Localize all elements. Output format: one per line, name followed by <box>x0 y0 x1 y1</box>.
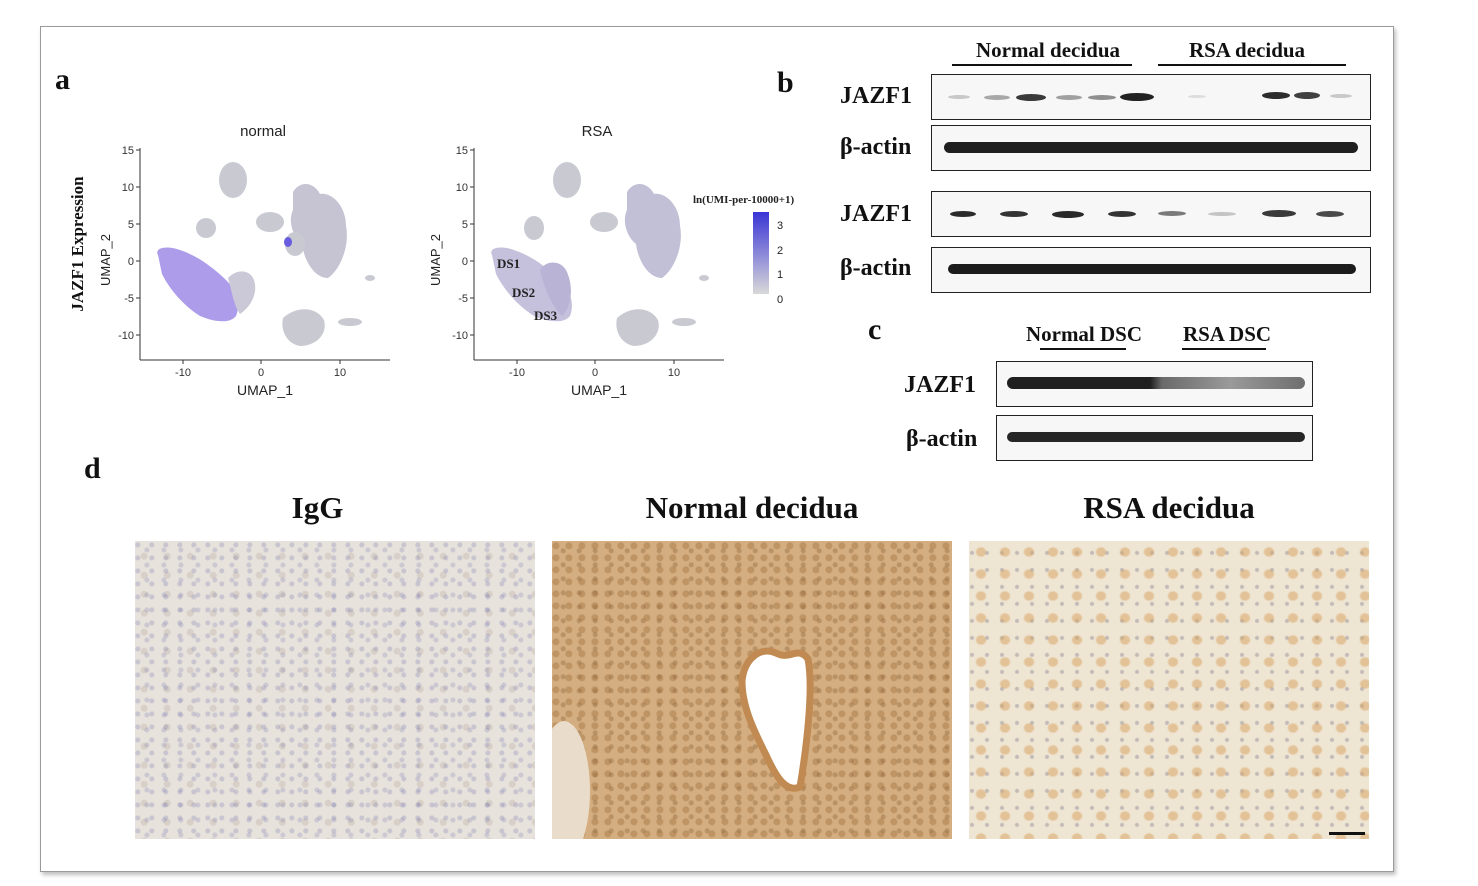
umap-plots: normal UMAP_2 UMAP_1 15 10 5 0 -5 -10 -1… <box>98 123 724 398</box>
colorbar-tick: 2 <box>777 244 784 257</box>
ytick: -5 <box>458 293 468 305</box>
colorbar-title: ln(UMI-per-10000+1) <box>693 194 795 206</box>
blot-b-jazf1-2 <box>931 191 1371 237</box>
annotation-ds1: DS1 <box>497 256 520 271</box>
ytick: 0 <box>128 256 134 268</box>
blot-c-jazf1 <box>996 361 1313 407</box>
ytick: 0 <box>462 256 468 268</box>
umap-ylabel-normal: UMAP_2 <box>98 234 113 286</box>
ihc-title-igg: IgG <box>291 490 344 525</box>
umap-plot-rsa: RSA UMAP_2 UMAP_1 15 10 5 0 -5 -10 -10 0… <box>428 123 724 398</box>
scale-bar <box>1329 832 1365 835</box>
umap-title-rsa: RSA <box>582 123 613 140</box>
panel-label-d: d <box>84 452 101 485</box>
row-label-actin: β-actin <box>840 134 912 160</box>
xtick: 0 <box>592 367 598 379</box>
group-line <box>1040 348 1126 350</box>
xtick: -10 <box>509 367 525 379</box>
colorbar-tick: 0 <box>777 293 784 306</box>
blot-b-jazf1-1 <box>931 74 1371 120</box>
panel-label-a: a <box>55 63 70 96</box>
colorbar-tick: 1 <box>777 269 784 281</box>
group-rsa-dsc: RSA DSC <box>1182 322 1272 346</box>
ytick: -10 <box>118 330 134 342</box>
row-label-actin-c: β-actin <box>906 426 978 452</box>
ytick: 10 <box>456 182 468 194</box>
row-label-jazf1: JAZF1 <box>840 201 912 227</box>
group-normal-dsc: Normal DSC <box>1025 322 1143 346</box>
umap-plot-normal: normal UMAP_2 UMAP_1 15 10 5 0 -5 -10 -1… <box>98 123 390 398</box>
row-label-jazf1: JAZF1 <box>840 83 912 109</box>
colorbar-tick: 3 <box>777 220 784 232</box>
blot-b-actin-2 <box>931 247 1371 293</box>
ytick: 5 <box>128 219 134 231</box>
ytick: 15 <box>456 145 468 157</box>
ihc-title-rsa: RSA decidua <box>1083 490 1255 525</box>
umap-ylabel-rsa: UMAP_2 <box>428 234 443 286</box>
panel-label-b: b <box>777 66 794 99</box>
ihc-image-normal-decidua <box>552 541 952 839</box>
annotation-ds3: DS3 <box>534 308 558 323</box>
annotation-ds2: DS2 <box>512 285 535 300</box>
ytick: 15 <box>122 145 134 157</box>
umap-clusters-rsa <box>491 162 709 346</box>
group-line <box>1182 348 1266 350</box>
xtick: -10 <box>175 367 191 379</box>
xtick: 0 <box>258 367 264 379</box>
group-normal-decidua: Normal decidua <box>975 38 1121 62</box>
row-label-jazf1-c: JAZF1 <box>904 372 976 398</box>
ihc-image-rsa-decidua <box>969 541 1369 839</box>
xtick: 10 <box>668 367 680 379</box>
ytick: -5 <box>124 293 134 305</box>
colorbar <box>753 212 769 294</box>
group-line <box>952 64 1132 66</box>
row-label-actin: β-actin <box>840 255 912 281</box>
umap-clusters-normal <box>157 162 375 346</box>
umap-xlabel-rsa: UMAP_1 <box>571 382 627 398</box>
xtick: 10 <box>334 367 346 379</box>
blot-c-actin <box>996 415 1313 461</box>
ihc-image-igg <box>135 541 535 839</box>
ytick: -10 <box>452 330 468 342</box>
outer-ylabel: JAZF1 Expression <box>68 176 87 312</box>
group-rsa-decidua: RSA decidua <box>1188 38 1306 62</box>
ytick: 10 <box>122 182 134 194</box>
umap-title-normal: normal <box>240 123 286 140</box>
blot-b-actin-1 <box>931 125 1371 171</box>
panel-label-c: c <box>868 313 882 346</box>
ihc-title-normal: Normal decidua <box>645 490 859 525</box>
group-line <box>1158 64 1346 66</box>
ytick: 5 <box>462 219 468 231</box>
umap-xlabel-normal: UMAP_1 <box>237 382 293 398</box>
